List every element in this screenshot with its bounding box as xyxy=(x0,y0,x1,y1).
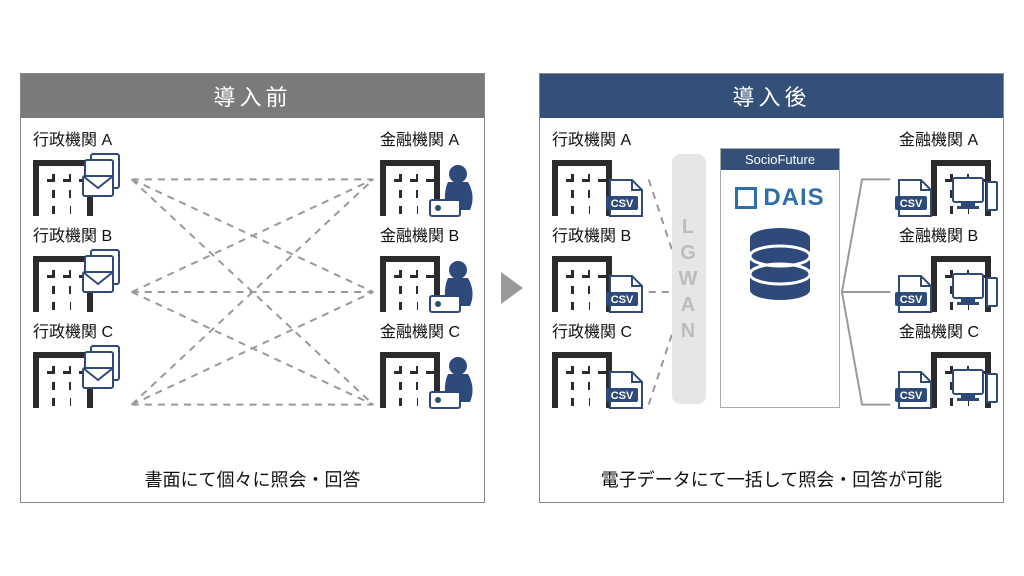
building-icon xyxy=(552,352,612,408)
before-footer: 書面にて個々に照会・回答 xyxy=(21,466,484,502)
fin-inst-a: 金融機関 A xyxy=(380,126,472,216)
fin-inst-a: 金融機関 A CSV xyxy=(899,126,991,216)
worker-icon xyxy=(428,354,482,410)
entity-label: 金融機関 C xyxy=(380,318,472,342)
gov-agency-c: 行政機関 C CSV xyxy=(552,318,644,408)
entity-label: 行政機関 B xyxy=(552,222,644,246)
gov-agency-c: 行政機関 C xyxy=(33,318,125,408)
fin-inst-c: 金融機関 C xyxy=(380,318,472,408)
building-icon xyxy=(552,160,612,216)
mail-icon xyxy=(81,248,125,296)
building-icon xyxy=(552,256,612,312)
entity-label: 金融機関 B xyxy=(899,222,991,246)
dais-tag: SocioFuture xyxy=(721,149,839,170)
gov-agency-a: 行政機関 A xyxy=(33,126,125,216)
after-right-column: 金融機関 A CSV 金融機関 B CSV 金融機関 C xyxy=(899,126,991,408)
mail-icon xyxy=(81,152,125,200)
computer-icon xyxy=(951,366,999,410)
after-panel: 導入後 行政機関 A CSV 行政機関 B CSV 行政機関 C xyxy=(539,73,1004,503)
after-footer: 電子データにて一括して照会・回答が可能 xyxy=(540,466,1003,502)
lgwan-pill: LGWAN xyxy=(672,154,706,404)
before-left-column: 行政機関 A 行政機関 B 行政機関 C xyxy=(33,126,125,408)
svg-text:CSV: CSV xyxy=(611,198,634,210)
before-panel: 導入前 行政機関 A 行政機関 B 行政機関 C xyxy=(20,73,485,503)
dais-logo-icon xyxy=(735,187,757,209)
computer-icon xyxy=(951,270,999,314)
svg-text:CSV: CSV xyxy=(900,294,923,306)
entity-label: 行政機関 B xyxy=(33,222,125,246)
csv-file-icon: CSV xyxy=(893,370,935,410)
csv-file-icon: CSV xyxy=(604,274,646,314)
svg-text:CSV: CSV xyxy=(611,390,634,402)
worker-icon xyxy=(428,162,482,218)
entity-label: 行政機関 A xyxy=(552,126,644,150)
after-header: 導入後 xyxy=(540,74,1003,118)
before-right-column: 金融機関 A 金融機関 B 金融機関 C xyxy=(380,126,472,408)
computer-icon xyxy=(951,174,999,218)
database-icon xyxy=(745,226,815,311)
transition-arrow-icon xyxy=(497,268,527,308)
entity-label: 金融機関 C xyxy=(899,318,991,342)
after-left-column: 行政機関 A CSV 行政機関 B CSV 行政機関 C CSV xyxy=(552,126,644,408)
dais-system-box: SocioFuture DAIS xyxy=(720,148,840,408)
svg-text:CSV: CSV xyxy=(900,390,923,402)
fin-inst-b: 金融機関 B xyxy=(380,222,472,312)
before-body: 行政機関 A 行政機関 B 行政機関 C xyxy=(21,118,484,466)
gov-agency-b: 行政機関 B CSV xyxy=(552,222,644,312)
after-body: 行政機関 A CSV 行政機関 B CSV 行政機関 C CSV xyxy=(540,118,1003,466)
mail-icon xyxy=(81,344,125,392)
gov-agency-b: 行政機関 B xyxy=(33,222,125,312)
csv-file-icon: CSV xyxy=(604,178,646,218)
entity-label: 行政機関 A xyxy=(33,126,125,150)
fin-inst-b: 金融機関 B CSV xyxy=(899,222,991,312)
entity-label: 金融機関 A xyxy=(899,126,991,150)
csv-file-icon: CSV xyxy=(604,370,646,410)
csv-file-icon: CSV xyxy=(893,178,935,218)
svg-text:CSV: CSV xyxy=(611,294,634,306)
svg-text:CSV: CSV xyxy=(900,198,923,210)
fin-inst-c: 金融機関 C CSV xyxy=(899,318,991,408)
entity-label: 金融機関 B xyxy=(380,222,472,246)
entity-label: 行政機関 C xyxy=(33,318,125,342)
worker-icon xyxy=(428,258,482,314)
dais-name: DAIS xyxy=(763,184,824,212)
entity-label: 金融機関 A xyxy=(380,126,472,150)
dais-logo: DAIS xyxy=(735,184,824,212)
gov-agency-a: 行政機関 A CSV xyxy=(552,126,644,216)
entity-label: 行政機関 C xyxy=(552,318,644,342)
before-header: 導入前 xyxy=(21,74,484,118)
csv-file-icon: CSV xyxy=(893,274,935,314)
